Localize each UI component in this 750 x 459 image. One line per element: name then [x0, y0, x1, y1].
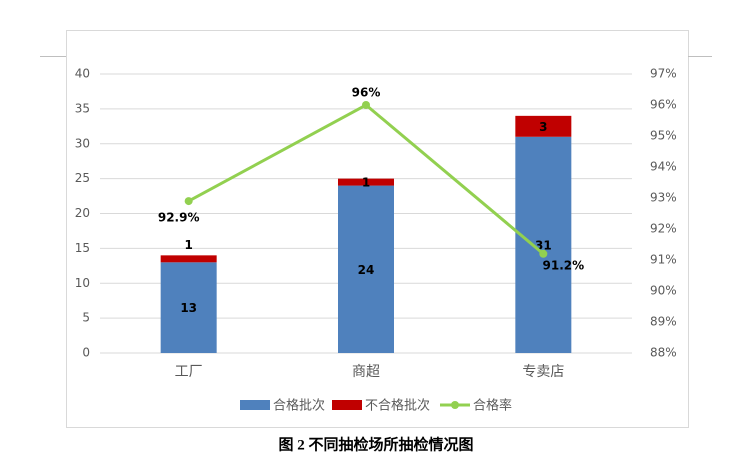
legend-swatch	[240, 400, 270, 410]
bar-segment	[338, 178, 394, 186]
legend-swatch	[451, 401, 459, 409]
legend-label: 不合格批次	[365, 398, 430, 414]
y-tick-label: 0	[82, 346, 90, 360]
y2-tick-label: 92%	[650, 222, 677, 236]
line-point	[539, 249, 548, 258]
y-tick-label: 30	[75, 136, 90, 150]
legend-label: 合格批次	[273, 398, 325, 414]
line-point	[362, 101, 370, 109]
legend-label: 合格率	[473, 398, 512, 414]
y2-tick-label: 96%	[650, 98, 677, 112]
y-tick-label: 40	[75, 67, 90, 81]
y2-tick-label: 95%	[650, 129, 677, 143]
x-tick-label: 工厂	[175, 364, 203, 380]
chart-caption: 图 2 不同抽检场所抽检情况图	[278, 435, 473, 453]
y-tick-label: 15	[75, 241, 90, 255]
bar-segment	[160, 255, 217, 263]
line-value-label: 91.2%	[543, 258, 585, 272]
y-tick-label: 5	[82, 311, 90, 325]
y2-tick-label: 93%	[650, 191, 677, 205]
x-tick-label: 商超	[352, 364, 380, 380]
line-value-label: 92.9%	[158, 211, 200, 225]
bar-segment	[160, 262, 217, 353]
y-tick-label: 35	[75, 101, 90, 115]
y2-tick-label: 90%	[650, 284, 677, 298]
bar-value-label: 3	[539, 120, 547, 134]
line-point	[184, 197, 193, 206]
x-tick-label: 专卖店	[522, 364, 564, 380]
y-tick-label: 25	[75, 171, 90, 185]
bar-value-label: 24	[358, 263, 375, 277]
bar-segment	[515, 115, 572, 137]
y2-tick-label: 94%	[650, 160, 677, 174]
y2-tick-label: 88%	[650, 346, 677, 360]
bar-value-label: 13	[180, 301, 197, 315]
bar-value-label: 1	[184, 238, 192, 252]
y-tick-label: 20	[75, 206, 90, 220]
bar-value-label: 1	[362, 176, 370, 190]
y-tick-label: 10	[75, 276, 90, 290]
bar-segment	[515, 136, 572, 353]
legend-swatch	[332, 400, 362, 410]
bar-segment	[338, 185, 394, 353]
y2-tick-label: 89%	[650, 315, 677, 329]
y2-tick-label: 91%	[650, 253, 677, 267]
y2-tick-label: 97%	[650, 67, 677, 81]
line-value-label: 96%	[352, 86, 381, 100]
